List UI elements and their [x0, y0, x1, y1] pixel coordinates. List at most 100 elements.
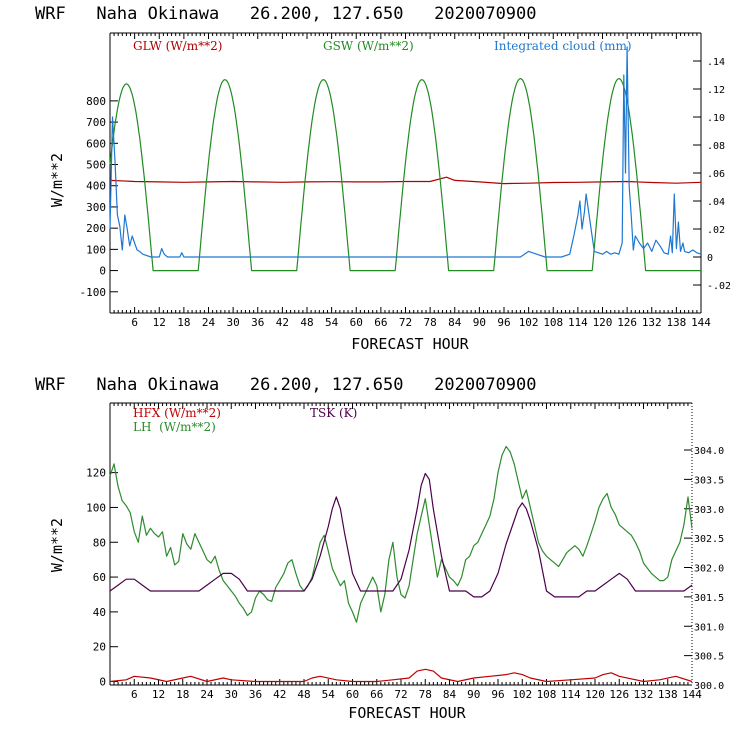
c1-xtick-label: 126: [617, 316, 637, 329]
c1-xtick-label: 78: [424, 316, 437, 329]
legend-gsw: GSW (W/m**2): [323, 39, 414, 53]
c1-xtick-label: 108: [543, 316, 563, 329]
c2-ytick-label: 20: [93, 641, 106, 654]
c1-xtick-label: 66: [374, 316, 387, 329]
chart1-axes: [109, 32, 702, 314]
c1-xtick-label: 138: [666, 316, 686, 329]
legend-glw: GLW (W/m**2): [133, 39, 222, 53]
c1-y2tick-label: 0: [707, 253, 713, 264]
c1-xtick-label: 114: [568, 316, 588, 329]
c1-ytick-label: -100: [80, 286, 107, 299]
c1-xtick-label: 60: [350, 316, 363, 329]
c1-xtick-label: 42: [276, 316, 289, 329]
c1-xtick-label: 132: [642, 316, 662, 329]
c1-y2tick-label: .02: [707, 225, 725, 236]
c1-ytick-label: 0: [99, 265, 106, 278]
c2-xtick-label: 24: [200, 688, 214, 701]
c2-ytick-label: 0: [99, 676, 106, 689]
c1-xtick-label: 102: [519, 316, 539, 329]
c1-xtick-label: 48: [300, 316, 313, 329]
chart1-right-tick-labels: -.02 0 .02 .04 .06 .08 .10 .12 .14: [707, 57, 731, 292]
c2-xtick-label: 144: [682, 688, 702, 701]
series-line-glw-w-m: [109, 176, 702, 185]
radiation-chart: WRF Naha Okinawa 26.200, 127.650 2020070…: [35, 4, 731, 353]
c2-xtick-label: 96: [491, 688, 504, 701]
chart1-title: WRF Naha Okinawa 26.200, 127.650 2020070…: [35, 4, 537, 24]
series-line-tsk-k: [109, 472, 693, 598]
c1-y2tick-label: .10: [707, 113, 725, 124]
chart2-tick-labels: 6 12 18 24 30 36 42 48 54 60 66 72 78 84 90 96 102 108 114…: [86, 467, 702, 701]
chart2-title: WRF Naha Okinawa 26.200, 127.650 2020070…: [35, 375, 537, 395]
c2-xtick-label: 120: [585, 688, 605, 701]
legend-hfx: HFX (W/m**2): [133, 406, 221, 420]
c2-y2tick-label: 304.0: [694, 446, 724, 457]
c1-xtick-label: 144: [691, 316, 711, 329]
chart1-series: [109, 46, 702, 272]
chart2-right-tick-labels: 300.0 300.5 301.0 301.5 302.0 302.5 303.0 303.5…: [694, 446, 724, 692]
c1-xtick-label: 120: [593, 316, 613, 329]
c1-ytick-label: 700: [86, 116, 106, 129]
c1-y2tick-label: .04: [707, 197, 725, 208]
c1-y2tick-label: .14: [707, 57, 725, 68]
c2-xtick-label: 6: [131, 688, 138, 701]
c1-xtick-label: 90: [473, 316, 486, 329]
chart2-ylabel: W/m**2: [48, 518, 66, 572]
c2-xtick-label: 84: [443, 688, 457, 701]
c1-y2tick-label: -.02: [707, 281, 731, 292]
c2-xtick-label: 60: [346, 688, 359, 701]
c2-xtick-label: 126: [609, 688, 629, 701]
c1-xtick-label: 12: [153, 316, 166, 329]
c2-xtick-label: 132: [634, 688, 654, 701]
c2-xtick-label: 12: [152, 688, 165, 701]
c1-xtick-label: 72: [399, 316, 412, 329]
c2-xtick-label: 42: [273, 688, 286, 701]
c1-xtick-label: 30: [227, 316, 240, 329]
c2-xtick-label: 78: [419, 688, 432, 701]
series-line-integrated-cloud-mm: [109, 46, 702, 258]
c1-xtick-label: 6: [131, 316, 138, 329]
c2-ytick-label: 40: [93, 606, 106, 619]
legend-tsk: TSK (K): [310, 406, 357, 420]
c2-y2tick-label: 300.0: [694, 681, 724, 692]
c2-y2tick-label: 301.0: [694, 622, 724, 633]
c2-ytick-label: 80: [93, 536, 106, 549]
c1-xtick-label: 54: [325, 316, 339, 329]
c2-xtick-label: 90: [467, 688, 480, 701]
c2-y2tick-label: 302.5: [694, 534, 724, 545]
c2-y2tick-label: 300.5: [694, 652, 724, 663]
c1-xtick-label: 24: [202, 316, 216, 329]
chart1-xlabel: FORECAST HOUR: [351, 335, 469, 353]
c2-xtick-label: 30: [225, 688, 238, 701]
c1-xtick-label: 18: [177, 316, 190, 329]
c2-xtick-label: 18: [176, 688, 189, 701]
c2-y2tick-label: 301.5: [694, 593, 724, 604]
c2-xtick-label: 54: [322, 688, 336, 701]
chart1-ylabel: W/m**2: [48, 153, 66, 207]
c1-ytick-label: 100: [86, 243, 106, 256]
c1-xtick-label: 84: [448, 316, 462, 329]
c2-xtick-label: 66: [370, 688, 383, 701]
chart2-series: [109, 445, 693, 683]
chart1-tick-labels: 6 12 18 24 30 36 42 48 54 60 66 72 78 84 90 96 102 108 114…: [80, 95, 712, 329]
c2-xtick-label: 48: [297, 688, 310, 701]
c2-xtick-label: 102: [512, 688, 532, 701]
c2-y2tick-label: 302.0: [694, 564, 724, 575]
series-line-gsw-w-m: [109, 78, 701, 272]
chart2-xlabel: FORECAST HOUR: [348, 704, 466, 722]
c1-y2tick-label: .12: [707, 85, 725, 96]
c2-xtick-label: 114: [561, 688, 581, 701]
legend-lh: LH (W/m**2): [133, 420, 216, 434]
c2-xtick-label: 108: [537, 688, 557, 701]
c2-xtick-label: 36: [249, 688, 262, 701]
c2-xtick-label: 72: [394, 688, 407, 701]
c1-ytick-label: 600: [86, 137, 106, 150]
c1-ytick-label: 400: [86, 180, 106, 193]
c2-y2tick-label: 303.5: [694, 475, 724, 486]
c2-y2tick-label: 303.0: [694, 505, 724, 516]
c2-ytick-label: 120: [86, 467, 106, 480]
legend-cloud: Integrated cloud (mm): [494, 39, 632, 53]
c1-y2tick-label: .06: [707, 169, 725, 180]
c1-ytick-label: 500: [86, 159, 106, 172]
